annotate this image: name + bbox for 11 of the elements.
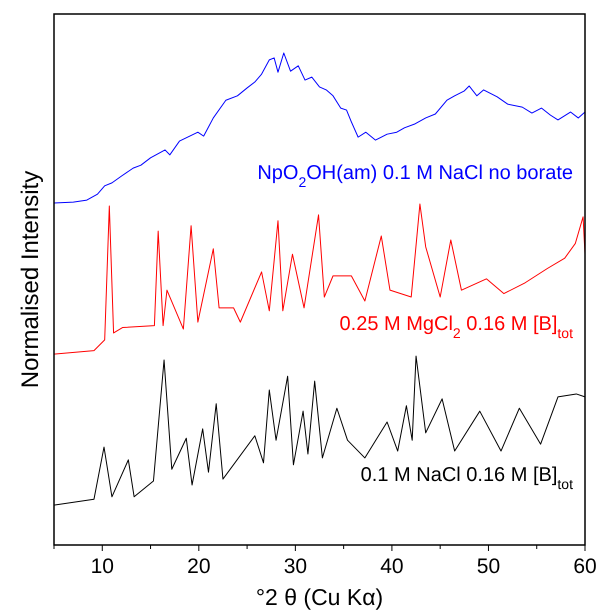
x-tick-label: 30 bbox=[284, 555, 308, 578]
x-tick-label: 50 bbox=[476, 555, 500, 578]
x-axis-title: °2 θ (Cu Kα) bbox=[256, 584, 384, 610]
y-axis-title: Normalised Intensity bbox=[17, 170, 44, 388]
x-tick-label: 40 bbox=[380, 555, 404, 578]
series-label: 0.25 M MgCl$_{2}$ 0.16 M [B]$_{tot}$ bbox=[340, 313, 574, 342]
x-tick-label: 20 bbox=[187, 555, 210, 578]
x-tick-label: 10 bbox=[90, 555, 114, 578]
text: NpO$_{2}$OH(am) 0.1 M NaCl no borate bbox=[257, 162, 573, 190]
series-label: 0.1 M NaCl 0.16 M [B]$_{tot}$ bbox=[360, 464, 574, 492]
x-tick-label: 60 bbox=[573, 555, 597, 578]
